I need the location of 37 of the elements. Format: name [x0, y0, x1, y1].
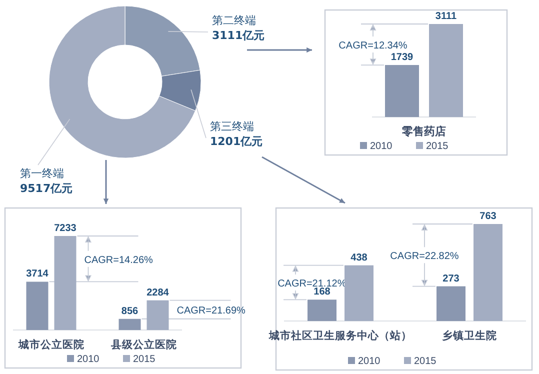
data-label: 3111亿元: [212, 29, 265, 42]
x-tick-label: 零售药店: [401, 125, 446, 138]
data-label: 2284: [146, 287, 170, 298]
data-label: 438: [350, 252, 368, 264]
x-tick-label: 城市社区卫生服务中心（站）: [268, 329, 412, 342]
data-label: 168: [314, 286, 331, 298]
bar: [54, 236, 76, 330]
slice-label: 第二终端: [212, 14, 256, 27]
legend-label: 2010: [370, 141, 393, 152]
data-label: 3111: [435, 11, 458, 22]
bar: [146, 300, 169, 330]
data-label: 7233: [54, 223, 77, 234]
slice-label: 第一终端: [20, 167, 64, 180]
annotation: CAGR=12.34%: [338, 40, 408, 52]
annotation: CAGR=14.26%: [84, 254, 154, 266]
slice-label: 第三终端: [210, 120, 254, 133]
bar: [436, 286, 466, 321]
data-label: 273: [442, 273, 460, 284]
bar: [26, 282, 48, 330]
data-label: 1739: [390, 52, 414, 64]
x-tick-label: 县级公立医院: [110, 338, 177, 351]
legend-label: 2010: [77, 354, 100, 365]
annotation: CAGR=22.82%: [390, 251, 459, 262]
data-label: 9517亿元: [20, 182, 73, 195]
bar: [308, 300, 336, 321]
data-label: 763: [480, 211, 497, 222]
legend-label: 2015: [426, 141, 449, 152]
x-tick-label: 乡镇卫生院: [442, 329, 497, 342]
data-label: 856: [121, 306, 139, 317]
legend-label: 2010: [358, 356, 381, 367]
x-tick-label: 城市公立医院: [17, 338, 84, 351]
data-label: 1201亿元: [210, 135, 263, 148]
legend-label: 2015: [414, 356, 437, 367]
legend-label: 2015: [133, 354, 156, 365]
annotation: CAGR=21.69%: [176, 306, 246, 317]
data-label: 3714: [26, 268, 49, 280]
bar: [118, 318, 141, 330]
